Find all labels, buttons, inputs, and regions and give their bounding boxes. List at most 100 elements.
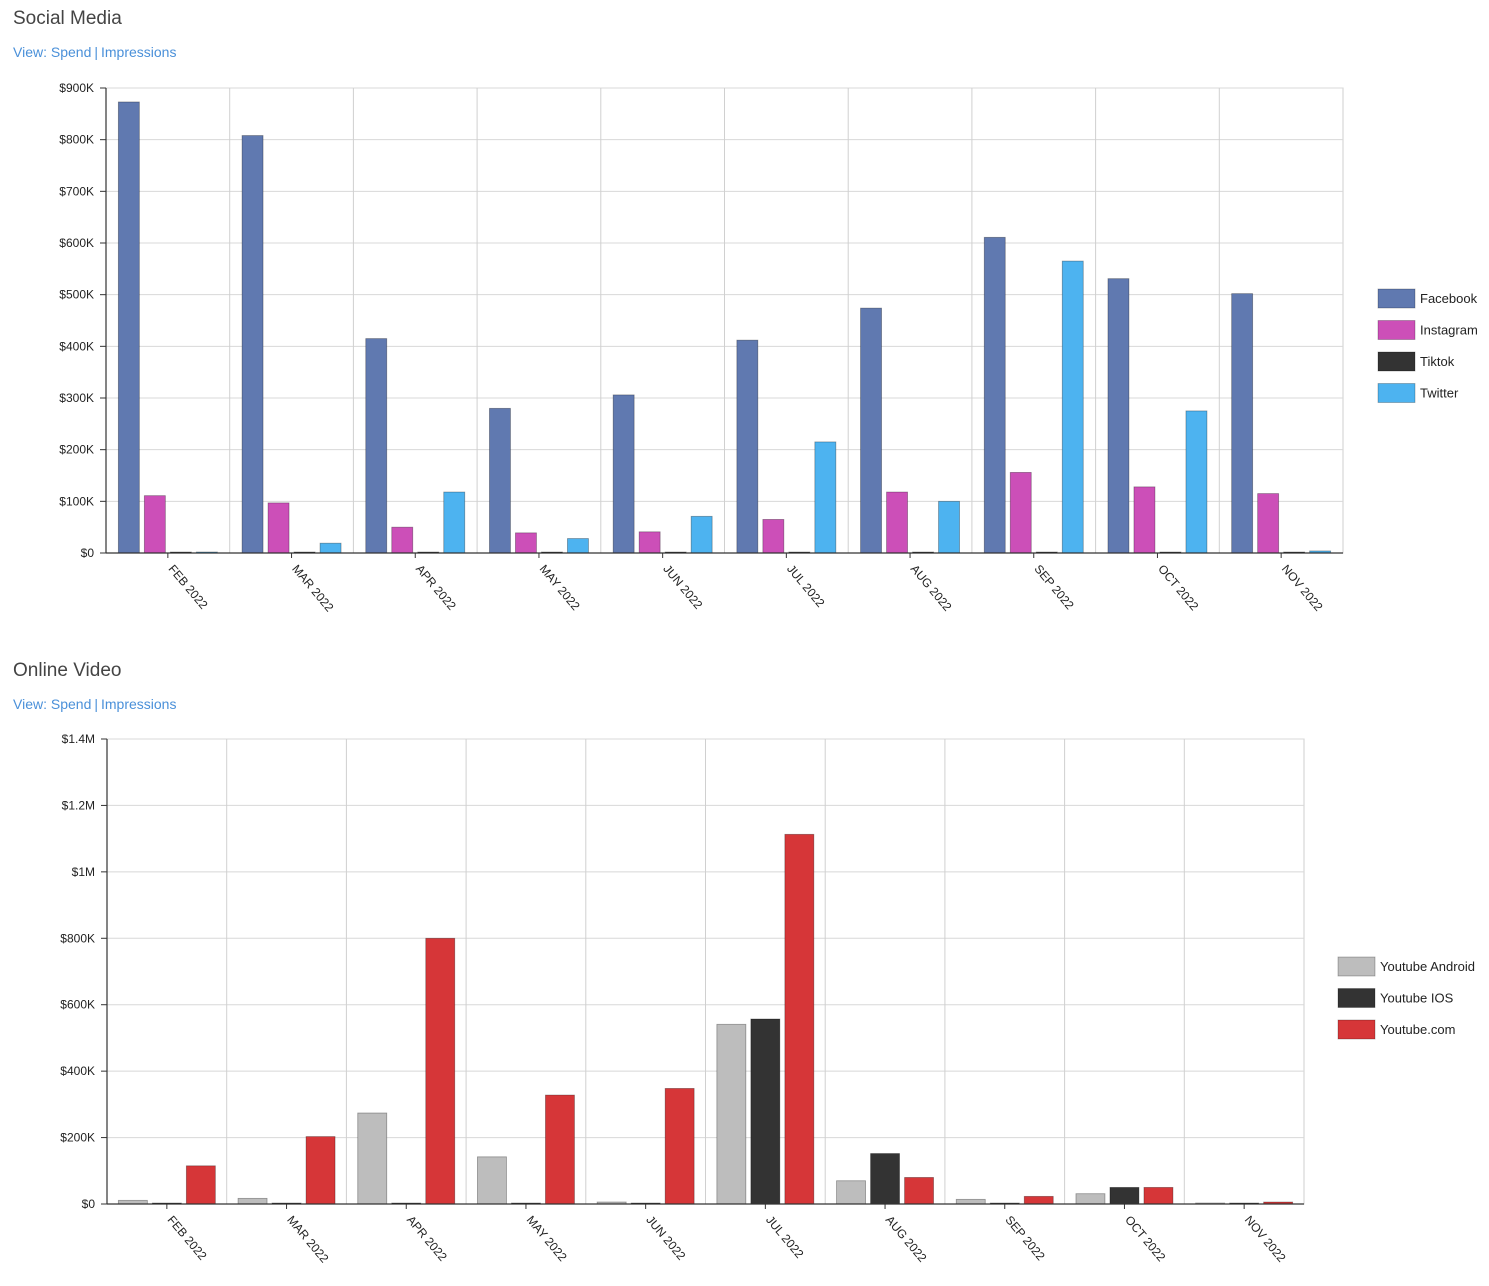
x-tick-label: JUL 2022 <box>784 562 828 610</box>
bar-instagram-feb-2022[interactable] <box>143 495 166 554</box>
legend-swatch <box>1337 956 1376 977</box>
bar-youtube-ios-aug-2022[interactable] <box>870 1153 900 1205</box>
bar-facebook-jun-2022[interactable] <box>612 394 635 554</box>
x-tick-label: JUN 2022 <box>660 562 705 612</box>
bar-youtube-android-may-2022[interactable] <box>477 1156 507 1205</box>
bar-facebook-oct-2022[interactable] <box>1107 278 1130 554</box>
view-separator: | <box>94 696 98 712</box>
view-separator: | <box>94 44 98 60</box>
bar-facebook-may-2022[interactable] <box>489 407 511 554</box>
bar-youtube-com-feb-2022[interactable] <box>185 1165 216 1205</box>
bar-instagram-may-2022[interactable] <box>515 532 537 554</box>
x-tick-label: NOV 2022 <box>1279 562 1326 614</box>
y-tick-label: $400K <box>60 1064 95 1078</box>
bar-youtube-ios-jul-2022[interactable] <box>750 1018 781 1205</box>
legend-label: Tiktok <box>1420 354 1455 369</box>
section-title-social-media: Social Media <box>13 8 122 29</box>
bar-twitter-may-2022[interactable] <box>567 538 589 554</box>
x-tick-label: OCT 2022 <box>1155 562 1201 613</box>
legend-swatch <box>1377 288 1416 309</box>
bar-instagram-jul-2022[interactable] <box>762 519 785 554</box>
view-spend-link[interactable]: Spend <box>50 44 92 60</box>
bar-twitter-jul-2022[interactable] <box>814 441 837 554</box>
bar-twitter-aug-2022[interactable] <box>938 500 960 554</box>
x-tick-label: SEP 2022 <box>1002 1213 1048 1263</box>
bar-youtube-com-jun-2022[interactable] <box>664 1088 695 1205</box>
bar-youtube-android-aug-2022[interactable] <box>836 1180 866 1205</box>
online-video-chart: $0 $200K $400K $600K $800K $1M $1.2M $1.4M FEB 2… <box>60 732 1475 1266</box>
bar-youtube-android-apr-2022[interactable] <box>357 1112 388 1205</box>
view-impressions-link[interactable]: Impressions <box>101 696 177 712</box>
x-tick-label: SEP 2022 <box>1031 562 1077 612</box>
bar-youtube-com-mar-2022[interactable] <box>305 1136 336 1205</box>
legend-swatch <box>1337 1019 1376 1040</box>
bar-twitter-oct-2022[interactable] <box>1185 410 1208 554</box>
bar-instagram-mar-2022[interactable] <box>267 502 290 554</box>
legend-label: Youtube Android <box>1380 959 1475 974</box>
legend-swatch <box>1377 351 1416 372</box>
bar-youtube-android-sep-2022[interactable] <box>955 1198 986 1205</box>
bar-youtube-com-may-2022[interactable] <box>545 1094 575 1205</box>
y-tick-label: $800K <box>60 931 95 945</box>
x-tick-label: APR 2022 <box>404 1213 450 1264</box>
bar-youtube-android-oct-2022[interactable] <box>1075 1193 1106 1205</box>
y-tick-label: $200K <box>60 1131 95 1145</box>
bar-youtube-com-oct-2022[interactable] <box>1143 1186 1174 1205</box>
legend-label: Twitter <box>1420 386 1459 401</box>
bar-facebook-feb-2022[interactable] <box>117 101 140 554</box>
x-tick-label: MAR 2022 <box>289 562 336 615</box>
bar-youtube-com-sep-2022[interactable] <box>1023 1195 1054 1205</box>
legend-label: Youtube IOS <box>1380 991 1454 1006</box>
y-tick-label: $600K <box>60 998 95 1012</box>
legend-label: Instagram <box>1420 323 1478 338</box>
bar-instagram-aug-2022[interactable] <box>886 491 908 554</box>
bar-facebook-nov-2022[interactable] <box>1231 293 1254 554</box>
y-tick-label: $200K <box>59 443 94 457</box>
bar-twitter-jun-2022[interactable] <box>690 515 713 554</box>
bar-youtube-com-jul-2022[interactable] <box>784 833 815 1205</box>
x-tick-label: APR 2022 <box>413 562 459 613</box>
legend-swatch <box>1377 383 1416 403</box>
bar-youtube-ios-oct-2022[interactable] <box>1109 1186 1140 1205</box>
x-tick-label: AUG 2022 <box>908 562 955 614</box>
bar-youtube-android-mar-2022[interactable] <box>237 1197 268 1205</box>
bar-instagram-apr-2022[interactable] <box>391 526 414 554</box>
x-tick-label: MAY 2022 <box>537 562 583 613</box>
bar-instagram-oct-2022[interactable] <box>1133 486 1156 554</box>
x-tick-label: MAY 2022 <box>524 1213 570 1264</box>
x-tick-label: AUG 2022 <box>883 1213 930 1265</box>
y-tick-label: $800K <box>59 133 94 147</box>
legend-swatch <box>1337 988 1376 1008</box>
x-tick-label: MAR 2022 <box>284 1213 331 1266</box>
bar-facebook-mar-2022[interactable] <box>241 135 264 554</box>
y-tick-label: $100K <box>59 494 94 508</box>
view-toggle-online-video: View: Spend | Impressions <box>13 696 176 712</box>
bar-facebook-aug-2022[interactable] <box>860 307 882 554</box>
bar-twitter-apr-2022[interactable] <box>443 491 466 554</box>
y-tick-label: $500K <box>59 288 94 302</box>
bar-twitter-sep-2022[interactable] <box>1061 260 1084 554</box>
bar-youtube-android-jul-2022[interactable] <box>716 1023 747 1205</box>
bar-youtube-com-aug-2022[interactable] <box>904 1177 934 1205</box>
x-tick-label: FEB 2022 <box>166 562 211 612</box>
section-title-online-video: Online Video <box>13 660 122 681</box>
view-impressions-link[interactable]: Impressions <box>101 44 177 60</box>
view-prefix: View: <box>13 44 51 60</box>
y-tick-label: $1.2M <box>62 798 95 812</box>
bar-instagram-jun-2022[interactable] <box>638 531 661 554</box>
bar-youtube-com-apr-2022[interactable] <box>425 937 456 1205</box>
bar-instagram-nov-2022[interactable] <box>1257 493 1280 554</box>
bar-twitter-mar-2022[interactable] <box>319 542 342 554</box>
legend-label: Youtube.com <box>1380 1022 1455 1037</box>
bar-facebook-sep-2022[interactable] <box>983 236 1006 554</box>
y-tick-label: $0 <box>81 546 95 560</box>
bar-facebook-apr-2022[interactable] <box>365 338 388 554</box>
view-spend-link[interactable]: Spend <box>50 696 92 712</box>
x-tick-label: FEB 2022 <box>165 1213 210 1263</box>
y-tick-label: $600K <box>59 236 94 250</box>
legend-label: Facebook <box>1420 291 1478 306</box>
y-tick-label: $700K <box>59 184 94 198</box>
bar-facebook-jul-2022[interactable] <box>736 339 759 554</box>
y-tick-label: $900K <box>59 81 94 95</box>
bar-instagram-sep-2022[interactable] <box>1009 471 1032 554</box>
